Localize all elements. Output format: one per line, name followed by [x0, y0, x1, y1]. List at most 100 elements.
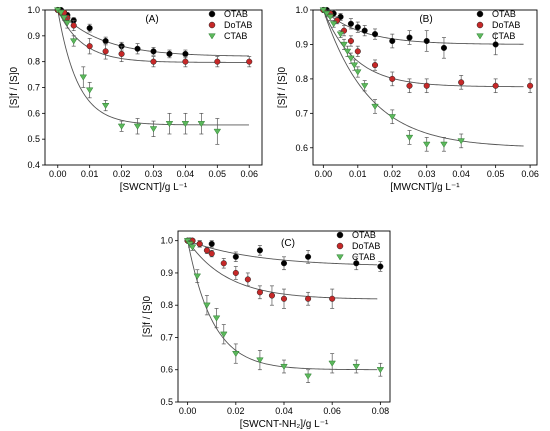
- legend-label-ctab: CTAB: [224, 31, 247, 41]
- data-point: [203, 302, 211, 309]
- x-tick-label: 0.00: [179, 406, 197, 416]
- plot-frame: [312, 9, 538, 166]
- data-point: [188, 244, 197, 251]
- data-point: [458, 79, 465, 86]
- legend-marker-otab: [208, 10, 216, 18]
- data-point: [280, 260, 288, 267]
- data-point: [86, 43, 93, 50]
- data-point: [423, 37, 430, 45]
- panel-label: (B): [419, 14, 432, 25]
- data-point: [280, 295, 288, 302]
- data-point: [371, 103, 379, 110]
- data-point: [353, 260, 360, 267]
- chart-panel-2: 0.00 0.01 0.02 0.03 0.04 0.05 0.06 0.6 0.7 0.8 0.9…: [277, 5, 539, 193]
- data-point: [102, 37, 109, 45]
- series-ctab: [183, 238, 385, 383]
- chart-panel-3: 0.00 0.02 0.04 0.06 0.08 0.5 0.6 0.7 0.8 0.9 1.0 [S…: [142, 230, 391, 430]
- y-tick-label: 0.9: [295, 39, 308, 49]
- fit-curve-ctab: [322, 9, 524, 147]
- data-point: [117, 123, 126, 130]
- series-ctab: [319, 7, 465, 152]
- data-point: [196, 240, 203, 247]
- data-point: [213, 128, 222, 135]
- y-tick-label: 1.0: [27, 5, 40, 15]
- data-point: [63, 20, 72, 27]
- data-point: [165, 121, 174, 128]
- data-point: [150, 48, 157, 55]
- data-point: [232, 253, 239, 260]
- data-point: [405, 134, 414, 141]
- y-tick-label: 0.4: [27, 160, 40, 170]
- fit-curve-dotab: [322, 9, 524, 88]
- data-point: [133, 123, 142, 130]
- data-point: [354, 69, 362, 76]
- data-point: [492, 41, 499, 48]
- legend-marker-dotab: [208, 21, 216, 29]
- y-tick-label: 0.5: [27, 134, 40, 144]
- legend-label-dotab: DoTAB: [492, 20, 520, 30]
- data-point: [376, 367, 385, 374]
- data-point: [361, 27, 368, 34]
- data-point: [246, 58, 253, 65]
- data-point: [197, 121, 206, 128]
- data-point: [256, 247, 263, 254]
- data-point: [203, 247, 210, 254]
- legend-marker-ctab: [476, 33, 484, 40]
- data-point: [352, 363, 361, 370]
- x-tick-label: 0.03: [418, 169, 436, 179]
- x-tick-label: 0.06: [323, 406, 341, 416]
- y-tick-label: 0.6: [295, 143, 308, 153]
- x-tick-label: 0.04: [177, 169, 195, 179]
- y-axis-label: [S]f / [S]0: [277, 67, 288, 109]
- data-point: [150, 58, 157, 65]
- data-point: [492, 82, 499, 89]
- x-tick-label: 0.06: [521, 169, 539, 179]
- data-point: [69, 38, 78, 45]
- data-point: [256, 289, 263, 296]
- data-point: [182, 50, 189, 57]
- data-point: [304, 373, 312, 380]
- data-point: [305, 295, 312, 302]
- y-axis-label: [S]f / [S]0: [9, 67, 20, 109]
- data-point: [457, 138, 465, 145]
- data-point: [232, 351, 240, 358]
- data-point: [268, 292, 276, 299]
- x-tick-label: 0.05: [209, 169, 227, 179]
- data-point: [70, 22, 77, 29]
- legend-marker-dotab: [476, 21, 484, 29]
- data-point: [371, 62, 379, 69]
- x-tick-label: 0.06: [240, 169, 258, 179]
- y-tick-label: 0.7: [27, 83, 40, 93]
- data-point: [134, 45, 141, 52]
- data-point: [360, 83, 369, 90]
- data-point: [343, 48, 352, 55]
- data-point: [212, 315, 221, 322]
- x-tick-label: 0.04: [452, 169, 470, 179]
- data-point: [57, 10, 65, 17]
- data-point: [388, 114, 397, 121]
- data-point: [102, 48, 109, 55]
- x-axis-label: [SWCNT-NH₂]/g L⁻¹: [240, 419, 329, 430]
- data-point: [354, 48, 361, 55]
- panel-label: (C): [281, 238, 295, 249]
- legend-label-ctab: CTAB: [352, 252, 375, 262]
- x-tick-label: 0.01: [81, 169, 99, 179]
- x-axis-label: [MWCNT]/g L⁻¹: [390, 182, 460, 193]
- data-point: [166, 50, 173, 57]
- y-tick-label: 0.9: [27, 31, 40, 41]
- data-point: [208, 240, 215, 247]
- data-point: [85, 87, 94, 94]
- x-tick-label: 0.05: [487, 169, 505, 179]
- data-point: [347, 55, 355, 62]
- data-point: [354, 24, 361, 31]
- data-point: [329, 295, 336, 302]
- fit-curve-dotab: [187, 240, 378, 300]
- data-point: [406, 82, 413, 89]
- fit-curve-ctab: [57, 9, 249, 126]
- legend-label-dotab: DoTAB: [224, 20, 252, 30]
- x-tick-label: 0.03: [145, 169, 163, 179]
- legend-marker-ctab: [336, 254, 344, 261]
